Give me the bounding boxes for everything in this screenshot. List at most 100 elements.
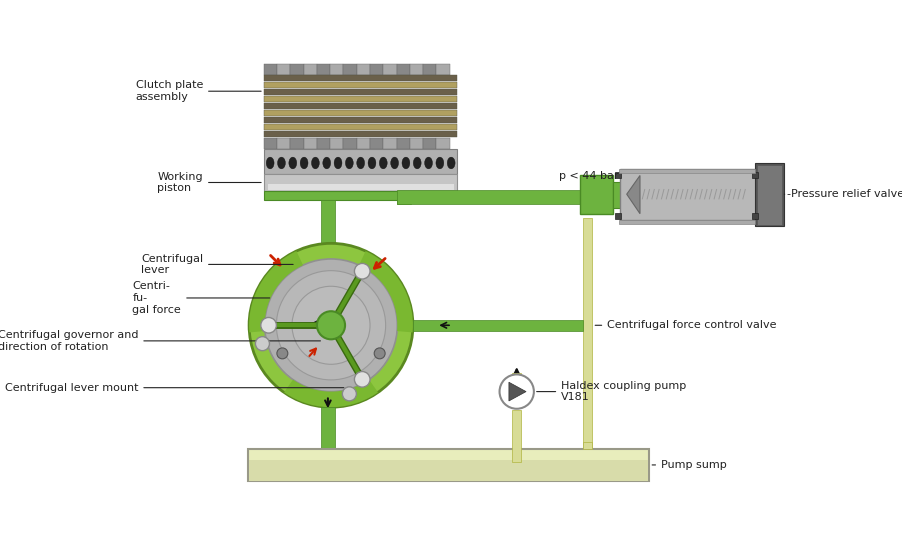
Bar — [750, 213, 757, 219]
Bar — [396, 138, 410, 149]
Bar — [754, 163, 784, 226]
Bar — [618, 220, 754, 224]
Bar — [320, 407, 335, 462]
Ellipse shape — [311, 157, 319, 169]
Bar — [750, 171, 757, 178]
Text: Clutch plate
assembly: Clutch plate assembly — [135, 80, 261, 102]
Ellipse shape — [289, 157, 297, 169]
Ellipse shape — [334, 157, 342, 169]
Bar — [356, 138, 370, 149]
Polygon shape — [359, 251, 412, 333]
Ellipse shape — [413, 157, 420, 169]
Text: -Pressure relief valve: -Pressure relief valve — [784, 189, 902, 199]
Bar — [263, 96, 457, 102]
Bar — [263, 89, 457, 95]
Circle shape — [249, 244, 412, 407]
Bar — [511, 411, 520, 462]
Bar — [343, 64, 356, 75]
Bar — [756, 164, 781, 224]
Bar — [317, 138, 330, 149]
Circle shape — [261, 317, 276, 333]
Circle shape — [277, 348, 288, 359]
Bar — [583, 442, 592, 449]
Bar — [412, 320, 583, 331]
Bar — [396, 191, 581, 204]
Circle shape — [499, 375, 533, 409]
Bar — [612, 182, 623, 208]
Circle shape — [354, 371, 370, 387]
Bar — [263, 174, 457, 191]
Bar — [263, 138, 277, 149]
Bar — [263, 64, 277, 75]
Text: p < 44 bar: p < 44 bar — [558, 171, 618, 181]
Circle shape — [354, 263, 370, 279]
Ellipse shape — [345, 157, 353, 169]
Circle shape — [276, 271, 385, 380]
Bar — [330, 64, 343, 75]
Bar — [290, 64, 303, 75]
Bar — [423, 64, 436, 75]
Bar — [614, 213, 621, 219]
Bar — [263, 124, 457, 130]
Bar — [317, 64, 330, 75]
Ellipse shape — [299, 157, 308, 169]
Bar — [330, 138, 343, 149]
Bar — [277, 64, 290, 75]
Bar — [423, 138, 436, 149]
Polygon shape — [249, 251, 303, 333]
Circle shape — [255, 337, 269, 351]
Bar — [263, 191, 457, 200]
Bar — [268, 184, 453, 189]
Bar — [247, 449, 649, 482]
Bar — [263, 103, 457, 109]
Bar — [618, 169, 754, 173]
Text: Centrifugal
lever: Centrifugal lever — [141, 254, 293, 275]
Bar — [263, 82, 457, 88]
Ellipse shape — [266, 157, 273, 169]
Bar — [263, 110, 457, 116]
Bar — [263, 117, 457, 123]
Bar — [303, 138, 317, 149]
Circle shape — [291, 286, 370, 364]
Text: Centri-
fu-
gal force: Centri- fu- gal force — [133, 281, 270, 314]
Bar — [579, 175, 612, 215]
Text: Haldex coupling pump
V181: Haldex coupling pump V181 — [536, 381, 686, 402]
Bar — [263, 149, 457, 174]
Ellipse shape — [401, 157, 410, 169]
Text: Centrifugal lever mount: Centrifugal lever mount — [5, 383, 344, 393]
Bar — [263, 131, 457, 137]
Bar — [436, 138, 449, 149]
Ellipse shape — [436, 157, 443, 169]
Bar — [410, 138, 423, 149]
Bar — [620, 169, 768, 220]
Bar — [263, 75, 457, 81]
Ellipse shape — [277, 157, 285, 169]
Bar — [410, 64, 423, 75]
Circle shape — [373, 348, 384, 359]
Polygon shape — [284, 379, 378, 407]
Text: Pump sump: Pump sump — [651, 460, 726, 470]
Circle shape — [342, 387, 356, 401]
Bar — [511, 373, 520, 395]
Bar — [436, 64, 449, 75]
Bar — [614, 171, 621, 178]
Ellipse shape — [322, 157, 330, 169]
Bar — [382, 138, 396, 149]
Ellipse shape — [391, 157, 398, 169]
Circle shape — [264, 259, 397, 391]
Ellipse shape — [379, 157, 387, 169]
Circle shape — [317, 311, 345, 339]
Bar — [583, 218, 592, 462]
Bar — [320, 200, 335, 395]
Bar — [249, 460, 647, 482]
Bar — [356, 64, 370, 75]
Bar — [370, 138, 382, 149]
Ellipse shape — [356, 157, 364, 169]
Bar — [370, 64, 382, 75]
Bar — [396, 64, 410, 75]
Ellipse shape — [446, 157, 455, 169]
Bar — [382, 64, 396, 75]
Text: Working
piston: Working piston — [157, 171, 261, 193]
Bar — [277, 138, 290, 149]
Bar — [290, 138, 303, 149]
